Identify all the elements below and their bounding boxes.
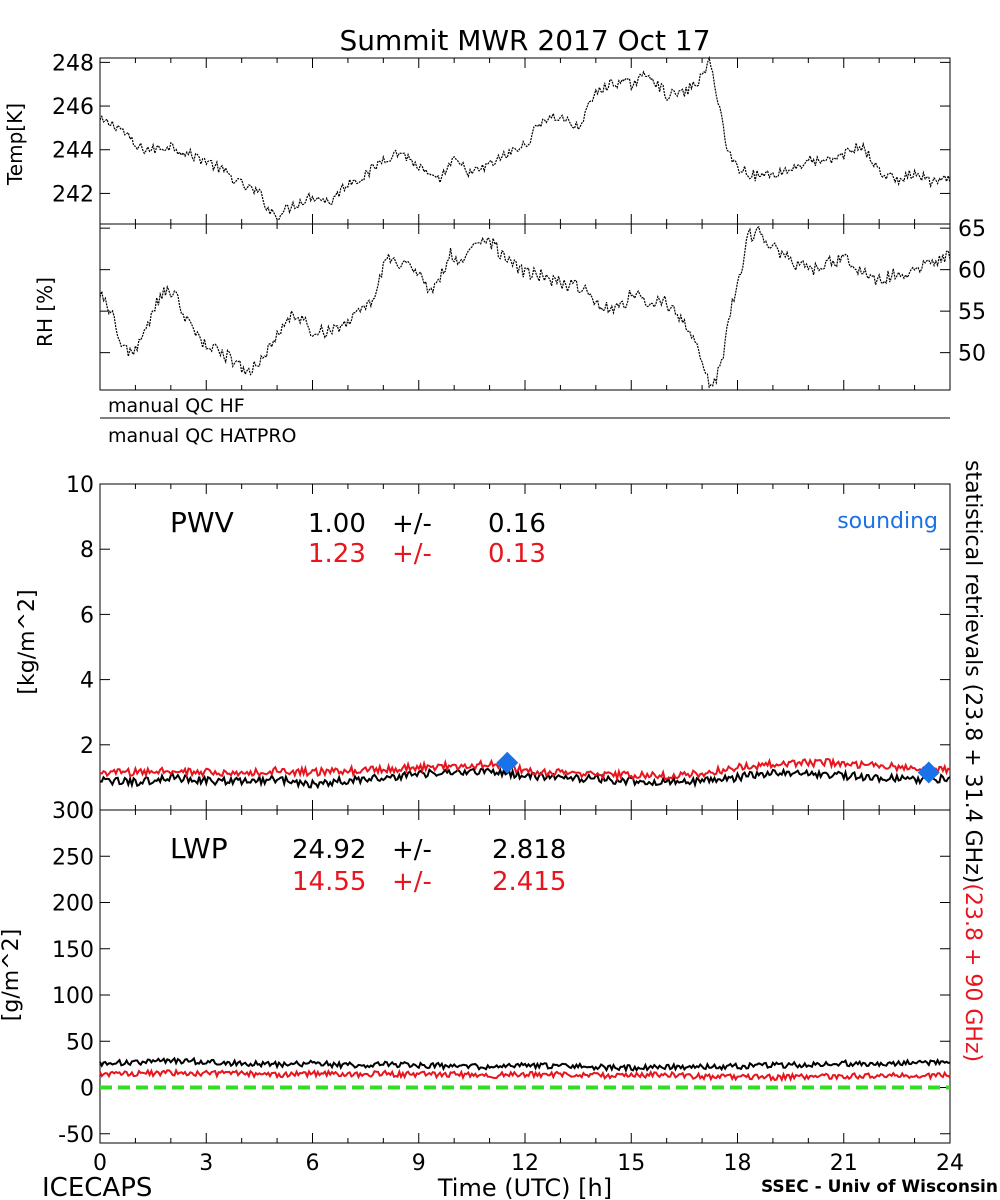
pwv-y-tick-label: 2 — [80, 734, 94, 759]
lwp-panel-title: LWP — [170, 832, 228, 865]
sounding-legend-label: sounding — [837, 509, 938, 534]
temp-y-axis-label: Temp[K] — [3, 103, 27, 186]
x-tick-label: 6 — [306, 1151, 320, 1176]
rh-y-axis-label: RH [%] — [33, 277, 57, 347]
pwv-y-tick-label: 0 — [80, 799, 94, 824]
temp-series-line — [99, 55, 951, 221]
pwv-y-tick-label: 10 — [66, 473, 94, 498]
lwp-stat-black-mean: 24.92 — [292, 835, 366, 865]
x-tick-label: 9 — [412, 1151, 426, 1176]
figure-title: Summit MWR 2017 Oct 17 — [339, 24, 710, 57]
lwp-y-axis-label: [g/m^2] — [0, 929, 24, 1021]
pwv-stat-red-pm: +/- — [392, 539, 432, 569]
lwp-stat-black-pm: +/- — [392, 835, 432, 865]
temp-y-tick-label: 242 — [52, 182, 94, 207]
footer-right-label: SSEC - Univ of Wisconsin — [761, 1177, 998, 1197]
lwp-y-tick-label: 150 — [52, 938, 94, 963]
lwp-y-tick-label: 300 — [52, 799, 94, 824]
temp-y-tick-label: 248 — [52, 51, 94, 76]
right-vertical-label: statistical retrievals (23.8 + 31.4 GHz)… — [960, 460, 985, 1062]
lwp-y-tick-label: 100 — [52, 984, 94, 1009]
pwv-y-axis-label: [kg/m^2] — [15, 589, 40, 694]
x-tick-label: 3 — [199, 1151, 213, 1176]
lwp-series-line — [99, 1056, 951, 1074]
pwv-series-line — [99, 766, 951, 790]
qc-hf-label: manual QC HF — [108, 395, 245, 417]
footer-left-label: ICECAPS — [42, 1173, 152, 1200]
x-tick-label: 24 — [936, 1151, 964, 1176]
pwv-stat-black-std: 0.16 — [488, 509, 546, 539]
lwp-series-line — [99, 1067, 951, 1083]
rh-y-tick-label: 65 — [958, 217, 986, 242]
rh-series-line — [99, 225, 951, 389]
pwv-series-line — [99, 756, 951, 783]
pwv-y-tick-label: 4 — [80, 669, 94, 694]
rh-y-tick-label: 55 — [958, 300, 986, 325]
right-label-black: statistical retrievals (23.8 + 31.4 GHz) — [960, 460, 985, 883]
x-tick-label: 12 — [511, 1151, 539, 1176]
x-tick-label: 21 — [830, 1151, 858, 1176]
temp-plot-frame — [99, 57, 951, 225]
lwp-y-tick-label: 50 — [66, 1030, 94, 1055]
lwp-stat-red-mean: 14.55 — [292, 867, 366, 897]
lwp-y-tick-label: 200 — [52, 892, 94, 917]
temp-y-tick-label: 244 — [52, 139, 94, 164]
pwv-stat-red-std: 0.13 — [488, 539, 546, 569]
pwv-stat-black-mean: 1.00 — [308, 509, 366, 539]
x-tick-label: 15 — [617, 1151, 645, 1176]
x-axis-label: Time (UTC) [h] — [437, 1174, 612, 1200]
x-tick-label: 18 — [724, 1151, 752, 1176]
lwp-y-tick-label: 250 — [52, 845, 94, 870]
pwv-stat-red-mean: 1.23 — [308, 539, 366, 569]
rh-plot-frame — [99, 223, 951, 391]
sounding-marker — [917, 761, 940, 784]
qc-hatpro-label: manual QC HATPRO — [108, 425, 297, 447]
rh-y-tick-label: 60 — [958, 259, 986, 284]
pwv-panel-title: PWV — [170, 506, 234, 539]
temp-y-tick-label: 246 — [52, 95, 94, 120]
lwp-y-tick-label: 0 — [80, 1077, 94, 1102]
pwv-stat-black-pm: +/- — [392, 509, 432, 539]
sounding-marker — [496, 751, 519, 774]
lwp-stat-red-pm: +/- — [392, 867, 432, 897]
right-label-red: (23.8 + 90 GHz) — [960, 883, 985, 1062]
pwv-y-tick-label: 6 — [80, 603, 94, 628]
rh-y-tick-label: 50 — [958, 342, 986, 367]
x-tick-label: 0 — [93, 1151, 107, 1176]
pwv-y-tick-label: 8 — [80, 538, 94, 563]
chart-panels: 242244246248505560650246810-500501001502… — [52, 51, 986, 1176]
lwp-y-tick-label: -50 — [58, 1123, 94, 1148]
lwp-stat-red-std: 2.415 — [492, 867, 566, 897]
lwp-stat-black-std: 2.818 — [492, 835, 566, 865]
